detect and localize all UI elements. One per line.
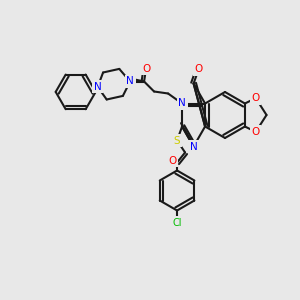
Text: N: N bbox=[94, 82, 102, 92]
Text: O: O bbox=[252, 127, 260, 137]
Text: O: O bbox=[194, 64, 203, 74]
Text: N: N bbox=[190, 142, 197, 152]
Text: O: O bbox=[168, 155, 176, 166]
Text: S: S bbox=[174, 136, 180, 146]
Text: N: N bbox=[126, 76, 134, 86]
Text: O: O bbox=[252, 93, 260, 103]
Text: O: O bbox=[142, 64, 150, 74]
Text: N: N bbox=[178, 98, 186, 109]
Text: Cl: Cl bbox=[172, 218, 182, 227]
